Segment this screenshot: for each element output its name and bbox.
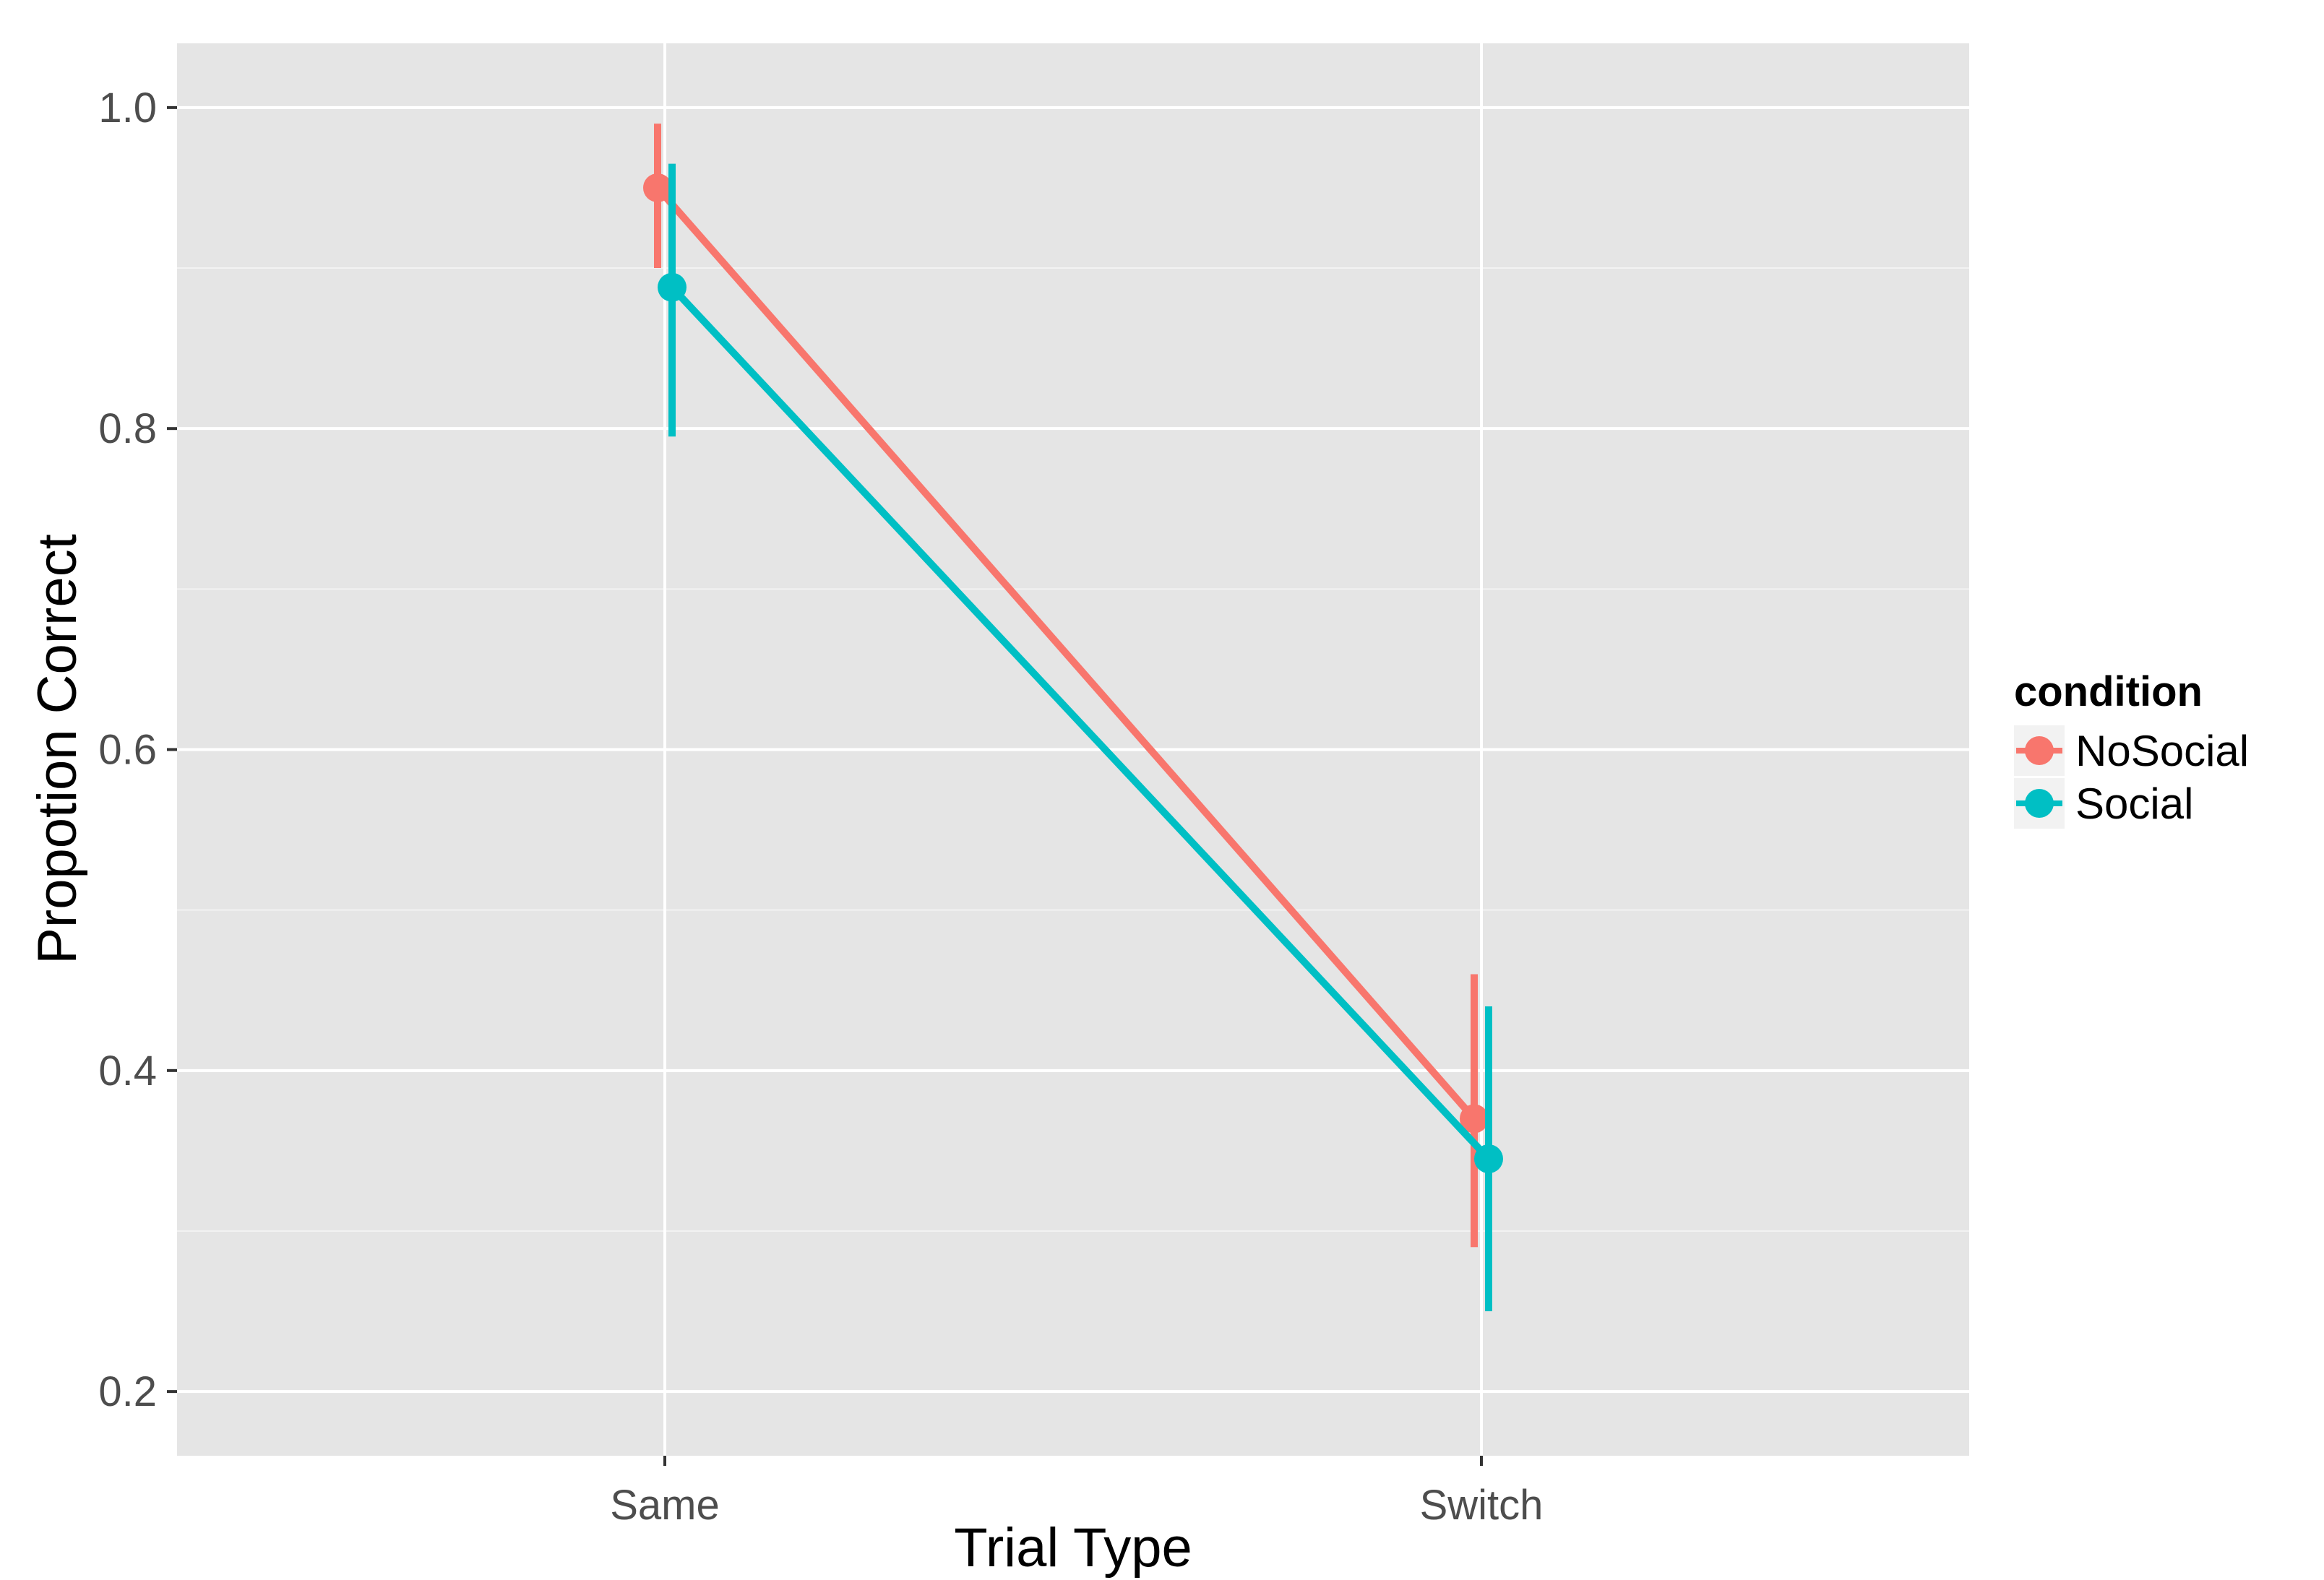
y-tick-label: 0.2	[98, 1368, 157, 1415]
legend-item-social: Social	[2014, 778, 2193, 829]
x-axis: Same Switch	[610, 1456, 1543, 1529]
data-point	[1460, 1104, 1489, 1134]
legend: condition NoSocial Social	[2014, 668, 2249, 829]
y-tick-label: 1.0	[98, 85, 157, 131]
legend-label: NoSocial	[2075, 727, 2249, 775]
y-tick-label: 0.4	[98, 1048, 157, 1095]
data-point	[643, 173, 672, 202]
x-tick-label: Same	[610, 1482, 720, 1529]
legend-item-nosocial: NoSocial	[2014, 725, 2249, 776]
legend-label: Social	[2075, 780, 2193, 828]
minor-gridlines	[177, 267, 1969, 1232]
legend-key-point	[2025, 736, 2054, 765]
legend-key-point	[2025, 789, 2054, 818]
y-axis: 0.2 0.4 0.6 0.8 1.0	[98, 85, 177, 1415]
series-layer	[643, 124, 1503, 1312]
series-line	[669, 285, 1492, 1162]
x-tick-label: Switch	[1420, 1482, 1544, 1529]
x-axis-title: Trial Type	[954, 1517, 1192, 1579]
data-point	[1474, 1144, 1503, 1174]
y-tick-label: 0.8	[98, 405, 157, 452]
y-tick-label: 0.6	[98, 727, 157, 774]
series-social	[658, 163, 1503, 1312]
major-gridlines	[177, 43, 1969, 1456]
y-axis-title: Propotion Correct	[27, 534, 88, 964]
legend-title: condition	[2014, 668, 2203, 715]
series-nosocial	[643, 124, 1489, 1248]
series-line	[655, 185, 1477, 1121]
data-point	[658, 272, 687, 302]
